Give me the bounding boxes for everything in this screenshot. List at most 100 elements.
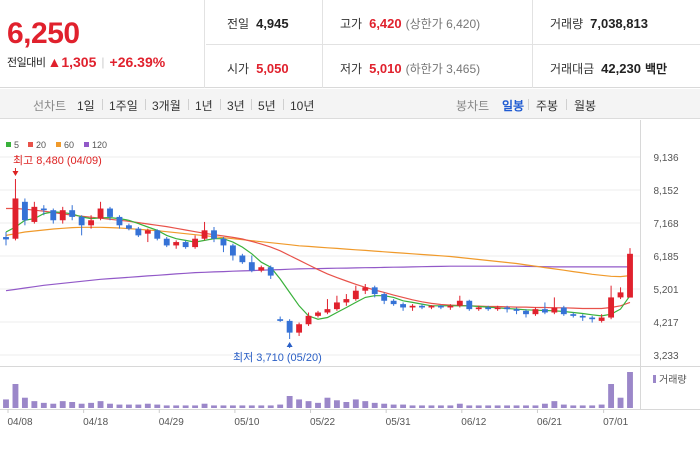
amount-unit: 백만 <box>644 62 668 76</box>
volume-bar <box>211 405 217 408</box>
tab-divider <box>251 99 252 110</box>
candle-body <box>21 201 28 221</box>
candle-body <box>248 262 255 271</box>
prev-close-value: 4,945 <box>256 16 289 31</box>
legend-label: 20 <box>36 140 46 150</box>
candle-chart-label: 봉차트 <box>456 99 490 113</box>
volume-bar <box>362 401 369 408</box>
candle-body <box>97 208 104 219</box>
candle-body <box>192 238 199 248</box>
y-tick-label: 4,217 <box>653 318 678 329</box>
volume-bar <box>570 405 577 408</box>
volume-bar <box>541 403 548 408</box>
tab-candle-daily[interactable]: 일봉 <box>502 99 525 113</box>
candle-body <box>267 267 274 276</box>
amount-value: 42,230 <box>601 61 641 76</box>
volume-bar <box>523 405 529 408</box>
upper-limit: (상한가 6,420) <box>405 17 481 31</box>
volume-bar <box>560 404 567 408</box>
high-marker-label: 최고 8,480 (04/09) <box>13 154 102 167</box>
change-value: 1,305 <box>61 54 97 70</box>
y-tick-label: 9,136 <box>653 153 678 164</box>
candle-body <box>589 317 596 320</box>
candle-body <box>381 294 388 301</box>
lower-limit: (하한가 3,465) <box>405 62 481 76</box>
candle-body <box>305 315 312 325</box>
tab-candle-weekly[interactable]: 주봉 <box>536 99 559 113</box>
tab-divider <box>283 99 284 110</box>
open-stat: 시가 5,050 <box>227 60 289 77</box>
tab-period-1y[interactable]: 1년 <box>195 99 213 113</box>
stat-divider <box>322 0 323 88</box>
tab-divider <box>528 99 529 110</box>
volume-bar <box>182 405 189 408</box>
volume-bar <box>466 405 473 408</box>
tab-period-3y[interactable]: 3년 <box>227 99 245 113</box>
volume-bar <box>59 401 66 408</box>
candle-body <box>116 216 123 226</box>
volume-bar <box>617 397 624 408</box>
volume-bar <box>21 397 28 408</box>
volume-bar <box>437 405 444 408</box>
volume-bar <box>163 405 170 408</box>
volume-bar <box>447 405 454 408</box>
volume-bar <box>428 405 435 408</box>
volume-bar <box>258 405 265 408</box>
change-percent: +26.39% <box>109 54 166 70</box>
tab-candle-monthly[interactable]: 월봉 <box>574 99 597 113</box>
volume-bar <box>135 404 142 408</box>
low-label: 저가 <box>340 62 363 76</box>
volume-bar <box>333 400 340 408</box>
tab-period-5y[interactable]: 5년 <box>258 99 276 113</box>
volume-bar <box>400 404 407 408</box>
high-value: 6,420 <box>369 16 402 31</box>
candle-body <box>551 307 558 313</box>
candle-body <box>59 210 66 221</box>
tab-period-1d[interactable]: 1일 <box>77 99 95 113</box>
open-label: 시가 <box>227 62 250 76</box>
volume-bar <box>551 401 558 408</box>
tab-divider <box>188 99 189 110</box>
candle-body <box>69 210 76 217</box>
volume-bar <box>267 405 274 408</box>
high-stat: 고가 6,420 (상한가 6,420) <box>340 15 480 32</box>
y-tick-label: 5,201 <box>653 285 678 296</box>
x-tick-label: 06/12 <box>461 417 486 428</box>
x-tick-label: 05/22 <box>310 417 335 428</box>
volume-bar <box>504 405 511 408</box>
x-tick-label: 04/29 <box>159 417 184 428</box>
volume-bar <box>239 405 246 408</box>
tab-period-3m[interactable]: 3개월 <box>152 99 181 113</box>
volume-bar <box>40 402 47 408</box>
volume-bar <box>97 401 104 408</box>
volume-value: 7,038,813 <box>590 16 648 31</box>
tab-period-1w[interactable]: 1주일 <box>109 99 138 113</box>
candle-body <box>40 208 47 211</box>
volume-bar <box>390 404 397 408</box>
candle-body <box>541 309 548 313</box>
candle-body <box>627 253 633 298</box>
candle-body <box>437 305 444 308</box>
candle-body <box>475 307 482 310</box>
candle-body <box>352 290 359 300</box>
candle-body <box>239 255 246 263</box>
candle-body <box>182 242 189 248</box>
candle-body <box>154 230 161 239</box>
volume-bar <box>315 402 321 408</box>
tab-period-10y[interactable]: 10년 <box>290 99 315 113</box>
candle-body <box>201 230 208 239</box>
tab-divider <box>102 99 103 110</box>
down-arrow-icon <box>12 171 19 177</box>
candle-body <box>504 307 511 310</box>
volume-bar <box>419 405 425 408</box>
high-label: 고가 <box>340 17 363 31</box>
quote-summary: 6,250 전일대비 ▲ 1,305 | +26.39% 전일 4,945 고가… <box>0 0 700 88</box>
volume-bar <box>296 399 303 408</box>
candle-body <box>211 230 217 239</box>
legend-label: 120 <box>92 140 107 150</box>
candle-body <box>390 300 397 305</box>
legend-swatch <box>28 142 33 147</box>
candle-body <box>229 245 236 256</box>
volume-bar <box>456 403 463 408</box>
candle-body <box>513 309 520 311</box>
